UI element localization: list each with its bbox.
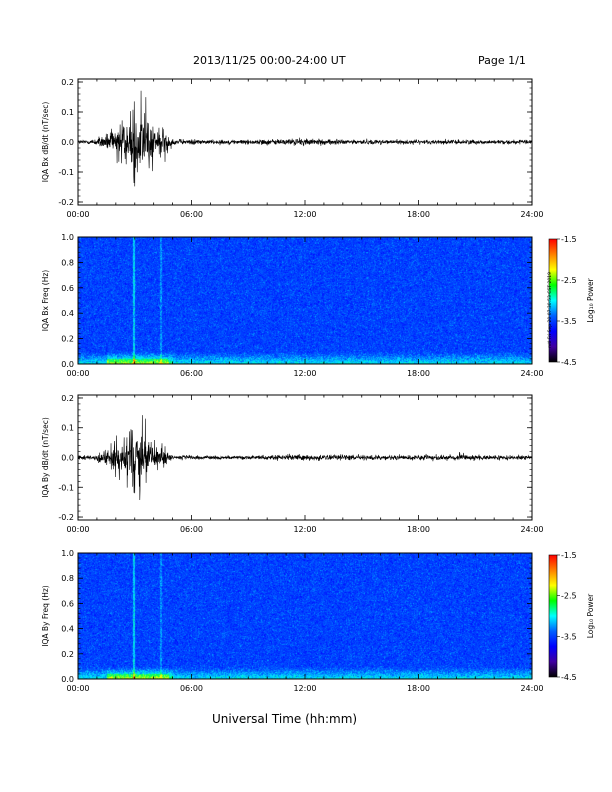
x-tick-label: 06:00 (180, 525, 203, 534)
colorbar-bar (548, 238, 558, 363)
y-tick-label: 0.4 (61, 309, 74, 318)
colorbar-tick-label: -3.5 (561, 317, 577, 326)
colorbar-2: -1.5 -2.5 -3.5 -4.5 Log₁₀ Power (548, 551, 595, 682)
y-tick-label: -0.1 (58, 168, 74, 177)
x-tick-label: 06:00 (180, 369, 203, 378)
y-tick-label: 0.1 (61, 424, 74, 433)
y-tick-label: 0.0 (61, 138, 74, 147)
y-tick-label: 1.0 (61, 233, 74, 242)
spectrogram-raster (78, 237, 532, 364)
x-tick-label: 06:00 (180, 684, 203, 693)
panel-4: 00:00 06:00 12:00 18:00 24:00 1.0 0.8 0.6 0.4 0.2… (41, 549, 544, 693)
x-tick-label: 00:00 (66, 525, 89, 534)
y-tick-label: -0.2 (58, 198, 74, 207)
colorbar-tick-label: -1.5 (561, 235, 577, 244)
colorbar-tick-label: -2.5 (561, 276, 577, 285)
y-tick-label: 1.0 (61, 549, 74, 558)
y-tick-label: 0.8 (61, 574, 74, 583)
panel-3: 00:00 06:00 12:00 18:00 24:00 0.2 0.1 0.0 -0.1 -0… (41, 394, 544, 534)
y-tick-label: 0.0 (61, 360, 74, 369)
x-tick-label: 18:00 (407, 210, 430, 219)
y-axis-label: IQA By dB/dt (nT/sec) (41, 417, 50, 498)
y-tick-label: -0.2 (58, 513, 74, 522)
colorbar-bar (548, 554, 558, 678)
y-tick-label: 0.2 (61, 335, 74, 344)
y-tick-label: 0.2 (61, 78, 74, 87)
x-tick-label: 12:00 (293, 684, 316, 693)
y-axis-label: IQA By Freq (Hz) (41, 585, 50, 647)
y-axis-label: IQA Bx Freq (Hz) (41, 270, 50, 332)
spectrogram-4 (78, 553, 532, 679)
page-number: Page 1/1 (478, 54, 526, 67)
y-tick-label: 0.4 (61, 625, 74, 634)
panel-1: 00:00 06:00 12:00 18:00 24:00 0.2 0.1 0.0 -0.1 -0… (41, 78, 544, 219)
x-tick-label: 24:00 (520, 684, 543, 693)
y-tick-label: 0.2 (61, 394, 74, 403)
y-tick-label: -0.1 (58, 483, 74, 492)
series-line (77, 415, 533, 500)
y-tick-label: 0.1 (61, 108, 74, 117)
colorbar-label: Log₁₀ Power (586, 277, 595, 322)
x-tick-label: 24:00 (520, 525, 543, 534)
x-tick-label: 18:00 (407, 525, 430, 534)
spectrogram-2 (78, 237, 532, 364)
x-tick-label: 00:00 (66, 684, 89, 693)
y-tick-label: 0.0 (61, 675, 74, 684)
panel-2: 00:00 06:00 12:00 18:00 24:00 1.0 0.8 0.6 0.4 0.2… (41, 233, 544, 378)
spectrogram-raster (78, 553, 532, 679)
colorbar-tick-label: -4.5 (561, 673, 577, 682)
y-tick-label: 0.0 (61, 454, 74, 463)
colorbar-tick-label: -4.5 (561, 358, 577, 367)
y-tick-label: 0.8 (61, 258, 74, 267)
x-tick-label: 18:00 (407, 684, 430, 693)
page-title: 2013/11/25 00:00-24:00 UT (193, 54, 346, 67)
x-tick-label: 24:00 (520, 369, 543, 378)
timestamp-stamp: mtl Fri Sep 20 07:30:53 CST 2019 (548, 272, 553, 348)
x-tick-label: 12:00 (293, 210, 316, 219)
x-axis-title: Universal Time (hh:mm) (212, 712, 358, 726)
x-tick-label: 12:00 (293, 525, 316, 534)
y-tick-label: 0.6 (61, 284, 74, 293)
series-line (77, 90, 533, 187)
x-tick-label: 12:00 (293, 369, 316, 378)
x-tick-label: 00:00 (66, 210, 89, 219)
x-tick-label: 00:00 (66, 369, 89, 378)
x-tick-label: 24:00 (520, 210, 543, 219)
y-tick-label: 0.2 (61, 650, 74, 659)
x-tick-label: 18:00 (407, 369, 430, 378)
colorbar-label: Log₁₀ Power (586, 593, 595, 638)
colorbar-1: -1.5 -2.5 -3.5 -4.5 Log₁₀ Power (548, 235, 595, 367)
colorbar-tick-label: -2.5 (561, 592, 577, 601)
y-axis-label: IQA Bx dB/dt (nT/sec) (41, 102, 50, 183)
colorbar-tick-label: -1.5 (561, 551, 577, 560)
x-tick-label: 06:00 (180, 210, 203, 219)
y-tick-label: 0.6 (61, 599, 74, 608)
colorbar-tick-label: -3.5 (561, 632, 577, 641)
